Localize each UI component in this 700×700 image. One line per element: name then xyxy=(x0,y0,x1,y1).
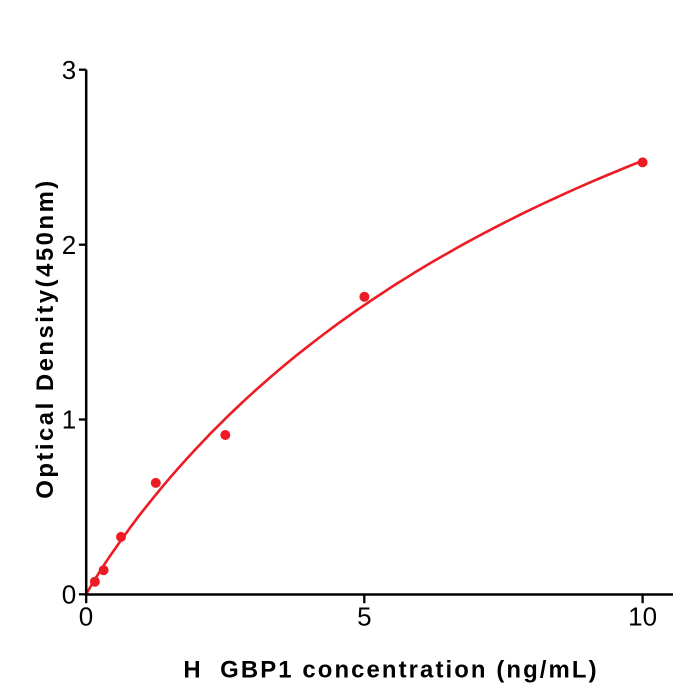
svg-text:0: 0 xyxy=(79,602,93,632)
svg-text:1: 1 xyxy=(62,405,76,435)
svg-text:10: 10 xyxy=(628,602,657,632)
svg-text:Optical Density(450nm): Optical Density(450nm) xyxy=(32,178,59,499)
svg-text:2: 2 xyxy=(62,230,76,260)
svg-text:H GBP1 concentration (ng/mL): H GBP1 concentration (ng/mL) xyxy=(183,657,598,684)
svg-text:0: 0 xyxy=(62,579,76,609)
svg-text:3: 3 xyxy=(62,55,76,85)
svg-text:5: 5 xyxy=(357,602,371,632)
